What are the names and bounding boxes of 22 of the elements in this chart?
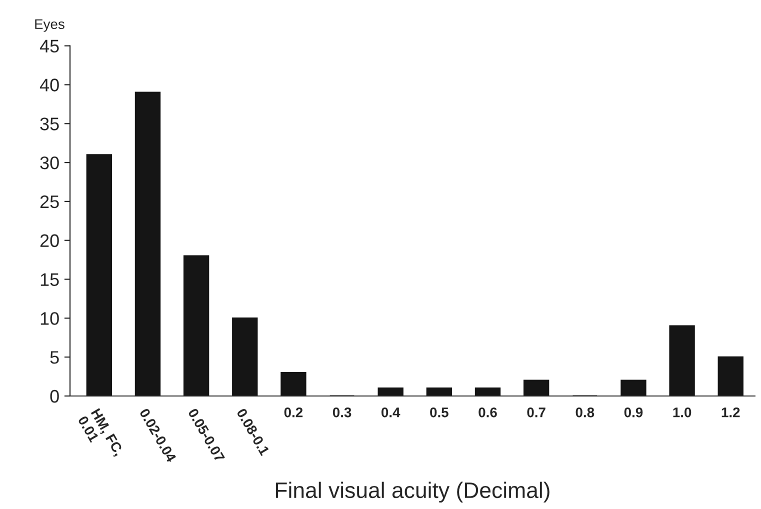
y-tick-label: 10 xyxy=(40,312,59,325)
y-tick-label: 5 xyxy=(50,351,59,364)
x-tick-label: 1.0 xyxy=(673,407,692,418)
x-tick-label: 0.7 xyxy=(527,407,546,418)
x-tick-label: 1.2 xyxy=(722,407,740,418)
y-tick-label: 30 xyxy=(40,156,59,170)
y-tick-label: 0 xyxy=(50,390,59,403)
x-tick-label: 0.8 xyxy=(576,407,594,418)
y-tick-label: 20 xyxy=(40,234,59,248)
x-tick-label: 0.4 xyxy=(382,407,400,418)
y-tick-label: 35 xyxy=(40,118,59,130)
x-tick-label: 0.9 xyxy=(624,407,643,418)
y-axis-title: Eyes xyxy=(35,19,64,32)
x-tick-label: 0.3 xyxy=(332,407,352,418)
x-tick-label: 0.5 xyxy=(430,407,448,418)
x-tick-label: 0.6 xyxy=(478,407,497,418)
y-tick-label: 25 xyxy=(40,195,59,208)
y-tick-label: 40 xyxy=(40,78,59,92)
x-axis-title: Final visual acuity (Decimal) xyxy=(276,482,550,503)
y-tick-label: 15 xyxy=(40,273,59,286)
y-tick-label: 45 xyxy=(40,40,59,53)
x-tick-label: 0.2 xyxy=(284,407,303,418)
